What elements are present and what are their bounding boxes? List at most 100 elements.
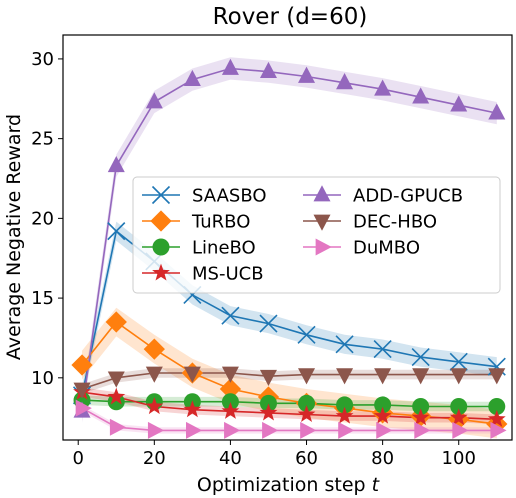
- point-dec-hbo: [374, 368, 392, 385]
- y-tick-label: 15: [31, 288, 54, 309]
- point-turbo: [71, 354, 93, 376]
- point-dumbo: [185, 421, 203, 439]
- point-dumbo: [147, 421, 165, 439]
- point-saasbo: [335, 335, 354, 354]
- point-saasbo: [259, 314, 278, 333]
- legend-label-add-gpucb: ADD-GPUCB: [353, 186, 463, 207]
- x-tick-label: 100: [442, 448, 476, 469]
- point-add-gpucb: [221, 58, 239, 75]
- point-dec-hbo: [488, 368, 506, 385]
- band-ms-ucb: [82, 387, 497, 425]
- point-dec-hbo: [450, 368, 468, 385]
- plot-frame: [62, 34, 513, 441]
- legend: SAASBO TuRBO LineBO MS-UCB ADD-GPUCB DEC-HBO D…: [132, 176, 501, 294]
- point-linebo: [259, 394, 277, 412]
- point-dec-hbo: [259, 369, 277, 386]
- x-axis-title-var: t: [372, 474, 381, 496]
- point-dumbo: [262, 421, 279, 439]
- point-dec-hbo: [336, 368, 354, 385]
- x-tick-label: 40: [219, 448, 242, 469]
- band-add-gpucb: [82, 57, 497, 423]
- legend-marker-dumbo: [315, 238, 332, 256]
- legend-marker-ms-ucb: [152, 263, 170, 281]
- legend-label-dec-hbo: DEC-HBO: [353, 212, 437, 233]
- y-tick-label: 20: [31, 208, 54, 229]
- point-ms-ucb: [145, 397, 164, 415]
- legend-marker-saasbo: [151, 185, 171, 205]
- y-tick-label: 25: [31, 129, 54, 150]
- point-dec-hbo: [107, 371, 125, 388]
- point-linebo: [412, 398, 430, 416]
- point-add-gpucb: [183, 69, 201, 87]
- point-ms-ucb: [297, 405, 316, 423]
- chart-title: Rover (d=60): [213, 4, 368, 30]
- x-axis-title-text: Optimization step: [197, 474, 366, 496]
- point-turbo: [219, 378, 242, 400]
- line-add-gpucb: [81, 67, 497, 412]
- y-axis-title: Average Negative Reward: [3, 114, 25, 360]
- point-turbo: [143, 338, 165, 360]
- point-dec-hbo: [221, 366, 239, 383]
- point-dec-hbo: [145, 366, 163, 383]
- point-add-gpucb: [107, 155, 125, 173]
- point-linebo: [336, 396, 354, 414]
- point-linebo: [374, 396, 392, 414]
- point-ms-ucb: [107, 387, 126, 405]
- point-linebo: [450, 398, 468, 416]
- point-saasbo: [411, 348, 430, 367]
- point-dumbo: [75, 399, 92, 417]
- point-saasbo: [373, 340, 392, 359]
- point-saasbo: [107, 222, 126, 241]
- x-axis: 0 20 40 60 80 100: [72, 440, 476, 469]
- band-saasbo: [82, 221, 497, 405]
- legend-label-ms-ucb: MS-UCB: [192, 264, 264, 285]
- point-ms-ucb: [221, 401, 240, 419]
- x-tick-label: 80: [371, 448, 394, 469]
- point-linebo: [221, 393, 239, 411]
- point-dumbo: [414, 421, 431, 439]
- legend-marker-turbo: [150, 210, 172, 232]
- point-add-gpucb: [259, 61, 277, 79]
- x-tick-label: 20: [143, 448, 166, 469]
- y-tick-label: 10: [31, 368, 54, 389]
- point-dumbo: [109, 418, 127, 436]
- legend-box: [132, 176, 501, 294]
- point-dec-hbo: [412, 368, 430, 385]
- point-turbo: [105, 311, 127, 333]
- point-dumbo: [300, 421, 317, 439]
- point-dec-hbo: [298, 368, 316, 385]
- point-dec-hbo: [183, 366, 201, 383]
- legend-label-turbo: TuRBO: [191, 212, 250, 233]
- point-add-gpucb: [450, 95, 468, 112]
- point-add-gpucb: [336, 73, 354, 90]
- legend-marker-add-gpucb: [313, 185, 331, 202]
- point-linebo: [488, 398, 506, 416]
- x-tick-label: 0: [72, 448, 83, 469]
- y-tick-label: 30: [31, 49, 54, 70]
- point-ms-ucb: [373, 406, 392, 424]
- point-ms-ucb: [335, 406, 354, 424]
- point-ms-ucb: [487, 409, 506, 427]
- point-add-gpucb: [298, 66, 316, 83]
- series-markers: [71, 58, 508, 439]
- legend-label-saasbo: SAASBO: [192, 186, 267, 207]
- point-saasbo: [221, 306, 240, 325]
- y-axis: 10 15 20 25 30: [31, 49, 63, 389]
- x-axis-title: Optimization step t: [197, 474, 381, 496]
- point-saasbo: [449, 352, 468, 371]
- point-dumbo: [224, 421, 241, 439]
- point-add-gpucb: [374, 79, 392, 96]
- point-add-gpucb: [412, 87, 430, 104]
- point-linebo: [298, 394, 316, 412]
- line-dec-hbo: [81, 372, 497, 390]
- legend-marker-linebo: [152, 238, 170, 256]
- point-dumbo: [452, 421, 469, 439]
- point-ms-ucb: [411, 408, 430, 426]
- point-ms-ucb: [183, 400, 202, 418]
- point-ms-ucb: [259, 403, 278, 421]
- point-add-gpucb: [488, 103, 506, 120]
- point-dumbo: [376, 421, 393, 439]
- point-add-gpucb: [145, 92, 163, 109]
- point-dec-hbo: [73, 382, 91, 399]
